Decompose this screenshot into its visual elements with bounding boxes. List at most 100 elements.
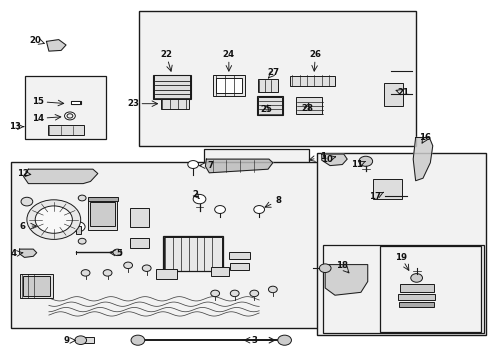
Bar xyxy=(257,97,282,115)
Text: 16: 16 xyxy=(419,133,430,142)
Text: 2: 2 xyxy=(192,190,198,199)
Text: 22: 22 xyxy=(160,50,172,59)
Bar xyxy=(139,11,415,146)
Text: 12: 12 xyxy=(17,169,29,178)
Bar xyxy=(212,75,244,96)
Text: 28: 28 xyxy=(301,104,312,113)
Circle shape xyxy=(103,270,112,276)
Bar xyxy=(87,197,118,201)
Bar xyxy=(88,199,117,230)
Text: 11: 11 xyxy=(350,161,362,170)
Text: 6: 6 xyxy=(20,222,26,231)
Text: 4: 4 xyxy=(11,249,17,258)
Circle shape xyxy=(230,290,239,297)
Text: 25: 25 xyxy=(260,105,272,114)
Bar xyxy=(76,226,81,234)
Bar xyxy=(130,208,148,227)
Text: 21: 21 xyxy=(397,89,408,98)
Circle shape xyxy=(75,336,86,345)
Circle shape xyxy=(21,197,33,206)
Circle shape xyxy=(35,206,72,233)
Circle shape xyxy=(123,262,132,269)
Bar xyxy=(48,125,84,135)
Circle shape xyxy=(131,335,144,345)
Circle shape xyxy=(268,286,277,293)
Bar xyxy=(229,252,249,259)
Polygon shape xyxy=(71,101,81,104)
Text: 13: 13 xyxy=(9,122,20,131)
Bar xyxy=(398,302,433,307)
Polygon shape xyxy=(321,154,346,166)
Polygon shape xyxy=(46,40,66,51)
Text: 3: 3 xyxy=(251,336,257,345)
Text: 7: 7 xyxy=(207,161,213,170)
Text: 15: 15 xyxy=(32,97,44,106)
Bar xyxy=(23,276,50,296)
Circle shape xyxy=(64,112,75,120)
Bar xyxy=(80,337,94,343)
Bar xyxy=(161,99,189,109)
Polygon shape xyxy=(20,249,37,257)
Bar xyxy=(71,101,80,104)
Bar xyxy=(90,202,115,226)
Bar xyxy=(384,83,402,106)
Circle shape xyxy=(210,290,219,297)
Bar xyxy=(316,153,485,335)
Circle shape xyxy=(358,156,372,166)
Bar xyxy=(129,238,149,248)
Circle shape xyxy=(81,270,90,276)
Text: 5: 5 xyxy=(117,249,122,258)
Text: 9: 9 xyxy=(63,336,69,345)
Bar xyxy=(156,269,176,279)
Circle shape xyxy=(71,222,85,232)
Bar xyxy=(20,274,53,298)
Bar xyxy=(399,284,433,292)
Circle shape xyxy=(193,194,205,204)
Bar xyxy=(322,245,483,333)
Circle shape xyxy=(214,206,225,213)
Bar xyxy=(211,267,228,276)
Bar xyxy=(163,237,222,271)
Bar xyxy=(290,76,335,86)
Text: 18: 18 xyxy=(336,261,347,270)
Circle shape xyxy=(67,114,73,118)
Circle shape xyxy=(277,335,291,345)
Bar xyxy=(258,79,277,92)
Bar xyxy=(397,294,434,300)
Text: 10: 10 xyxy=(320,155,332,163)
Circle shape xyxy=(249,290,258,297)
Polygon shape xyxy=(412,138,432,181)
Circle shape xyxy=(187,161,198,168)
Bar xyxy=(203,149,308,218)
Text: 8: 8 xyxy=(275,196,281,205)
Text: 27: 27 xyxy=(267,68,279,77)
Text: 24: 24 xyxy=(223,50,234,59)
Text: 23: 23 xyxy=(127,99,139,108)
Text: 17: 17 xyxy=(369,192,381,201)
Bar xyxy=(11,162,321,328)
Circle shape xyxy=(113,249,122,256)
Circle shape xyxy=(319,264,330,273)
Bar xyxy=(163,236,223,271)
Polygon shape xyxy=(325,265,367,295)
Circle shape xyxy=(142,265,151,271)
Bar xyxy=(19,214,99,239)
Text: 14: 14 xyxy=(32,114,44,123)
Bar xyxy=(372,179,401,199)
Text: 20: 20 xyxy=(29,36,41,45)
Bar xyxy=(380,246,480,332)
Bar xyxy=(25,76,106,139)
Bar xyxy=(216,78,241,93)
Bar xyxy=(153,75,190,99)
Bar xyxy=(295,97,322,114)
Text: 19: 19 xyxy=(394,253,406,261)
Circle shape xyxy=(27,200,81,239)
Bar xyxy=(257,96,282,115)
Bar xyxy=(44,226,49,234)
Bar xyxy=(229,263,249,270)
Circle shape xyxy=(40,222,53,232)
Text: 26: 26 xyxy=(309,50,321,59)
Circle shape xyxy=(410,274,422,282)
Bar xyxy=(153,76,190,99)
Circle shape xyxy=(253,206,264,213)
